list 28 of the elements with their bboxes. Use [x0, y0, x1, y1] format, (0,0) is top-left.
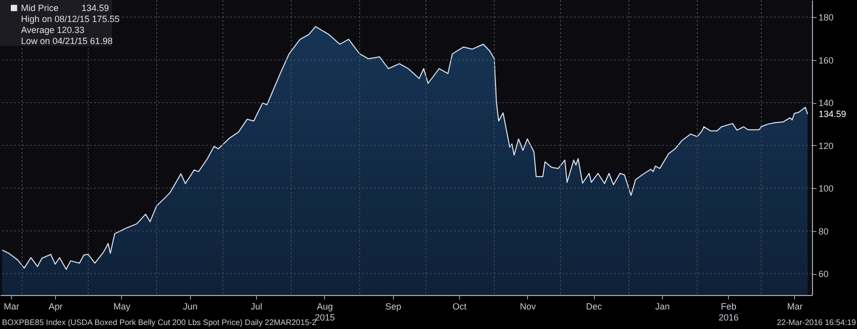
annotation: Average 120.33: [21, 25, 84, 35]
x-tick-label: May: [113, 302, 131, 312]
y-tick-label: 80: [818, 226, 829, 236]
annotation: 134.59: [81, 3, 109, 13]
x-tick-label: Nov: [520, 302, 536, 312]
x-tick-label: Apr: [48, 302, 63, 312]
x-tick-label: Jun: [183, 302, 198, 312]
x-tick-label: Mar: [787, 302, 803, 312]
text: BOXPBE85 Index (USDA Boxed Pork Belly Cut 200 Lbs Spot Price) Daily 22MAR2015-2: [2, 318, 317, 327]
y-tick-label: 160: [818, 55, 834, 66]
annotation: 134.59: [818, 109, 846, 120]
legend-label: Mid Price: [21, 3, 59, 13]
text: 22-Mar-2016 16:54:19: [776, 318, 857, 327]
x-tick-label: Aug 2015: [314, 302, 335, 322]
x-tick-label: Feb 2016: [718, 302, 739, 322]
annotation: High on 08/12/15 175.55: [21, 14, 120, 24]
y-tick-label: 60: [818, 269, 829, 280]
y-tick-label: 180: [818, 12, 834, 23]
annotation: Low on 04/21/15 61.98: [21, 36, 113, 46]
x-tick-label: Mar: [4, 302, 20, 312]
x-tick-label: Sep: [385, 302, 402, 312]
x-tick-label: Jul: [250, 302, 262, 312]
x-tick-label: Jan: [655, 302, 670, 312]
y-tick-label: 120: [818, 140, 834, 151]
y-tick-label: 140: [818, 98, 834, 108]
y-tick-label: 100: [818, 184, 834, 194]
x-tick-label: Dec: [586, 302, 603, 312]
x-tick-label: Oct: [452, 302, 467, 312]
